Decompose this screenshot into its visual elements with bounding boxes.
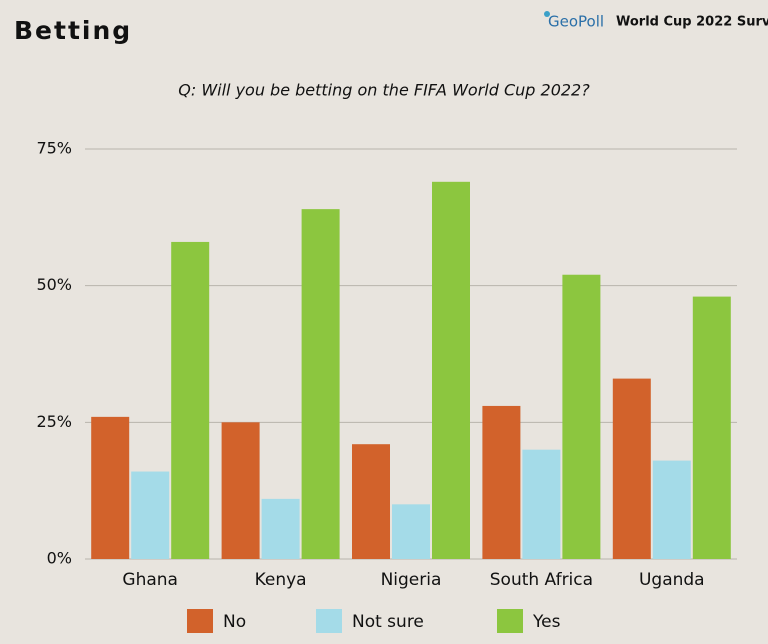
x-tick-label: Kenya <box>255 570 307 590</box>
x-tick-label: Nigeria <box>381 570 442 590</box>
y-tick-label: 50% <box>36 275 72 294</box>
bar <box>171 241 210 559</box>
bar <box>432 181 470 560</box>
brand: GeoPoll <box>548 13 604 31</box>
bar <box>612 378 651 559</box>
bar <box>91 416 130 559</box>
legend-label: Not sure <box>352 612 424 632</box>
bar <box>652 460 691 559</box>
chart-title: Betting <box>14 16 132 45</box>
y-tick-label: 25% <box>36 412 72 431</box>
legend-label: Yes <box>532 612 561 632</box>
bar <box>261 498 300 559</box>
logo-dot <box>544 11 550 17</box>
y-tick-label: 0% <box>47 549 72 568</box>
x-tick-label: South Africa <box>490 570 593 590</box>
bar <box>301 209 340 559</box>
legend-swatch <box>497 609 523 633</box>
bar <box>562 274 601 559</box>
legend-swatch <box>187 609 213 633</box>
bar <box>131 471 170 559</box>
bar <box>482 405 521 559</box>
bar <box>352 444 390 559</box>
y-tick-label: 75% <box>36 139 72 158</box>
legend-label: No <box>223 612 246 632</box>
legend-swatch <box>316 609 342 633</box>
bar <box>522 449 561 559</box>
bar <box>221 422 260 559</box>
subtitle: Q: Will you be betting on the FIFA World… <box>178 81 590 100</box>
bar <box>692 296 731 559</box>
bar <box>392 504 430 559</box>
survey-label: World Cup 2022 Survey <box>616 15 768 30</box>
x-tick-label: Uganda <box>639 570 705 590</box>
x-tick-label: Ghana <box>122 570 178 590</box>
